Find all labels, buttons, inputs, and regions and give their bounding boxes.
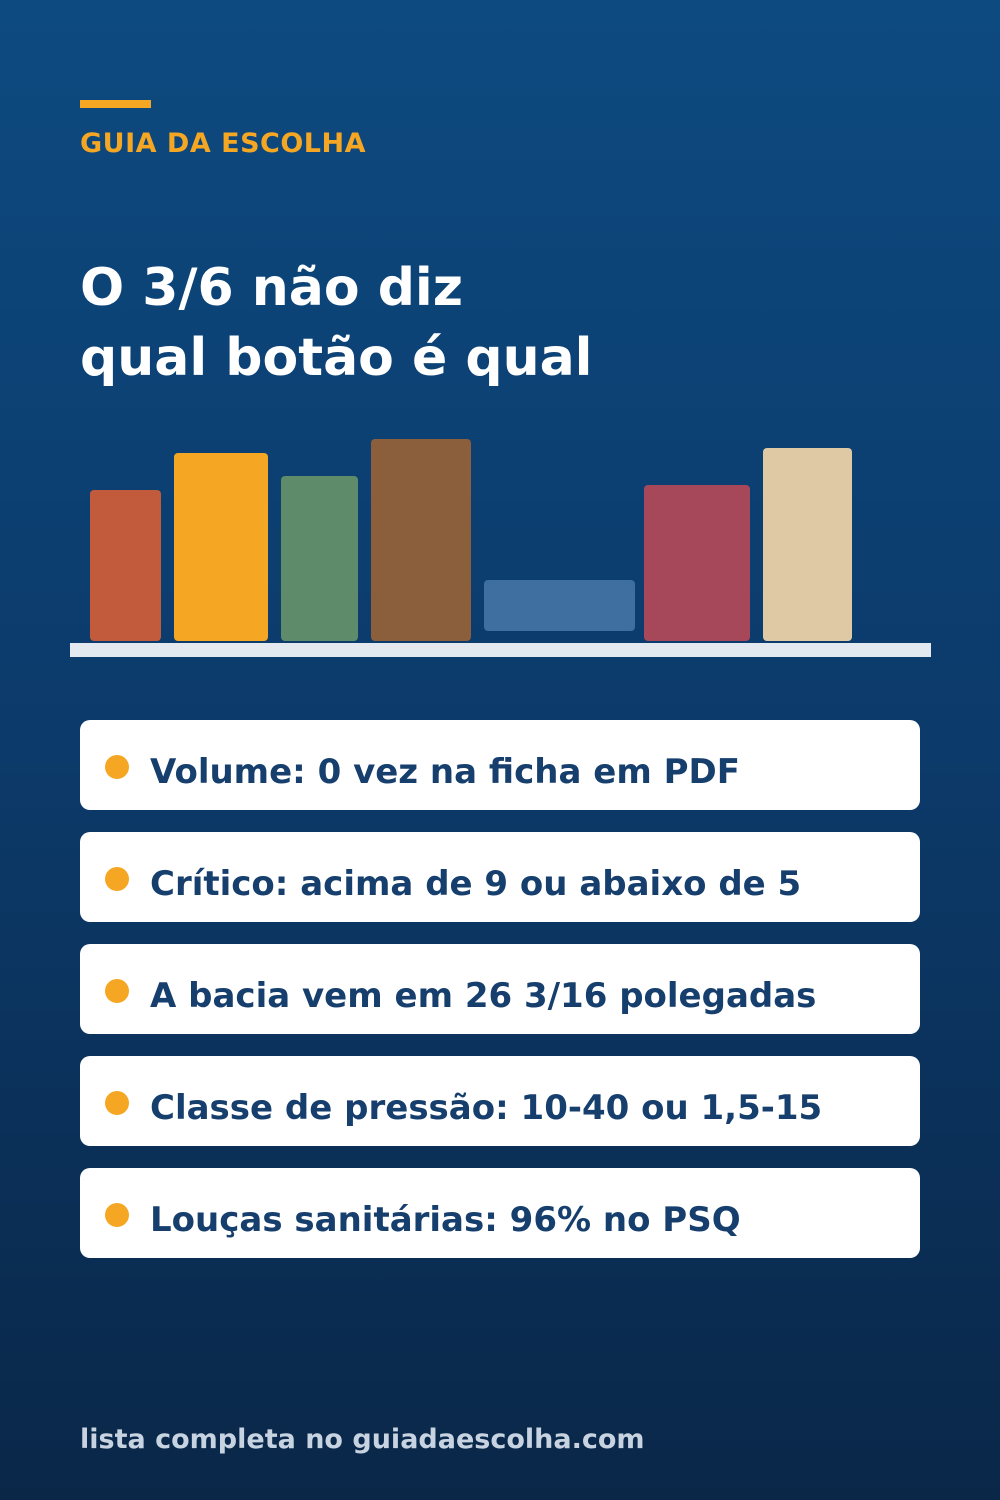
bullet-text: Classe de pressão: 10-40 ou 1,5-15 xyxy=(150,1088,823,1128)
bullet-text: Volume: 0 vez na ficha em PDF xyxy=(150,752,740,792)
bullet-item: Louças sanitárias: 96% no PSQ xyxy=(80,1168,920,1258)
bullet-dot-icon xyxy=(105,755,129,779)
bullet-item: Volume: 0 vez na ficha em PDF xyxy=(80,720,920,810)
headline-line-1: O 3/6 não diz xyxy=(80,258,464,318)
bullet-dot-icon xyxy=(105,1203,129,1227)
bullet-item: A bacia vem em 26 3/16 polegadas xyxy=(80,944,920,1034)
bullet-dot-icon xyxy=(105,979,129,1003)
book-6 xyxy=(644,485,750,641)
book-3 xyxy=(281,476,358,641)
bullet-list: Volume: 0 vez na ficha em PDF Crítico: a… xyxy=(80,720,920,1280)
bullet-text: Louças sanitárias: 96% no PSQ xyxy=(150,1200,741,1240)
headline-line-2: qual botão é qual xyxy=(80,328,593,388)
bullet-dot-icon xyxy=(105,1091,129,1115)
book-7 xyxy=(763,448,852,641)
bullet-dot-icon xyxy=(105,867,129,891)
accent-bar xyxy=(80,100,151,108)
shelf-board xyxy=(70,643,931,657)
book-1 xyxy=(90,490,161,641)
headline: O 3/6 não diz qual botão é qual xyxy=(80,253,940,393)
bullet-text: A bacia vem em 26 3/16 polegadas xyxy=(150,976,817,1016)
book-4 xyxy=(371,439,471,641)
footer-link-text: lista completa no guiadaescolha.com xyxy=(80,1424,645,1455)
bullet-item: Classe de pressão: 10-40 ou 1,5-15 xyxy=(80,1056,920,1146)
book-5-lying xyxy=(484,580,635,631)
brand-kicker: GUIA DA ESCOLHA xyxy=(80,128,366,159)
book-2 xyxy=(174,453,268,641)
bullet-item: Crítico: acima de 9 ou abaixo de 5 xyxy=(80,832,920,922)
bullet-text: Crítico: acima de 9 ou abaixo de 5 xyxy=(150,864,802,904)
